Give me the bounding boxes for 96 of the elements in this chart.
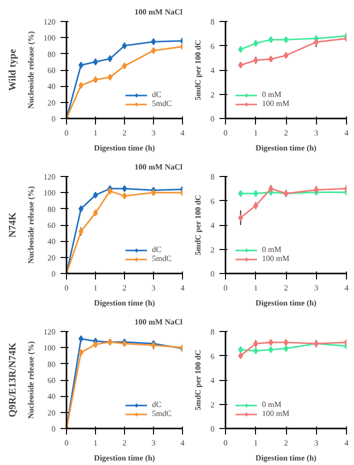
y-tick-label: 20 — [48, 253, 56, 262]
x-tick-label: 3 — [152, 438, 156, 448]
x-tick-label: 3 — [314, 128, 318, 138]
x-tick-label: 0 — [224, 438, 228, 448]
y-tick-label: 8 — [210, 328, 214, 336]
legend-label: 100 mM — [262, 99, 290, 108]
y-tick-label: 100 — [44, 344, 56, 353]
y-axis-title: 5mdC per 100 dC — [194, 350, 202, 410]
y-tick-label: 80 — [48, 50, 56, 59]
y-tick-label: 40 — [48, 392, 56, 402]
y-tick-label: 40 — [48, 237, 56, 246]
legend-label: 0 mM — [262, 400, 282, 409]
chart-title: 100 mM NaCl — [134, 162, 184, 172]
y-tick-label: 0 — [210, 114, 214, 124]
x-axis-title: Digestion time (h) — [256, 144, 317, 152]
y-axis-title: Nucleoside release (%) — [26, 340, 36, 419]
x-tick-label: 2 — [122, 438, 126, 448]
x-axis-title: Digestion time (h) — [256, 298, 317, 308]
x-tick-label: 0 — [64, 128, 68, 138]
x-tick-label: 4 — [344, 438, 348, 448]
y-tick-label: 0 — [210, 270, 214, 278]
legend-label: dC — [152, 245, 162, 254]
y-tick-label: 0 — [210, 424, 214, 434]
x-tick-label: 4 — [344, 284, 348, 292]
y-axis-title: Nucleoside release (%) — [26, 186, 36, 264]
y-axis-title: 5mdC per 100 dC — [194, 40, 202, 100]
y-tick-label: 2 — [210, 245, 214, 254]
legend-label: 0 mM — [262, 90, 282, 99]
legend-label: 0 mM — [262, 245, 282, 254]
y-tick-label: 4 — [210, 221, 214, 230]
text: N74K — [8, 212, 18, 238]
y-tick-label: 0 — [52, 270, 56, 278]
x-tick-label: 2 — [122, 284, 126, 292]
y-tick-label: 80 — [48, 360, 56, 369]
x-tick-label: 2 — [284, 438, 288, 448]
legend-label: 100 mM — [262, 409, 290, 418]
x-tick-label: 3 — [314, 438, 318, 448]
text: Wild type — [8, 48, 18, 91]
y-axis-title: 5mdC per 100 dC — [194, 194, 202, 256]
legend-label: 100 mM — [262, 254, 290, 263]
x-tick-label: 2 — [122, 128, 126, 138]
x-tick-label: 0 — [64, 438, 68, 448]
y-tick-label: 80 — [48, 204, 56, 214]
x-tick-label: 4 — [180, 128, 184, 138]
y-tick-label: 40 — [48, 82, 56, 92]
legend-label: 5mdC — [152, 99, 172, 108]
x-tick-label: 1 — [94, 284, 98, 292]
x-tick-label: 1 — [254, 128, 258, 138]
x-tick-label: 3 — [152, 284, 156, 292]
chart-title: 100 mM NaCl — [134, 8, 184, 16]
y-tick-label: 120 — [44, 328, 56, 336]
y-tick-label: 20 — [48, 408, 56, 418]
x-axis-title: Digestion time (h) — [94, 454, 156, 462]
x-axis-title: Digestion time (h) — [94, 298, 156, 308]
chart-title: 100 mM NaCl — [134, 318, 184, 326]
x-tick-label: 0 — [224, 128, 228, 138]
y-tick-label: 60 — [48, 66, 56, 75]
y-tick-label: 0 — [52, 114, 56, 124]
x-tick-label: 3 — [314, 284, 318, 292]
x-axis-title: Digestion time (h) — [94, 144, 156, 152]
y-axis-title: Nucleoside release (%) — [26, 30, 36, 109]
y-tick-label: 60 — [48, 221, 56, 230]
y-tick-label: 2 — [210, 90, 214, 100]
y-tick-label: 6 — [210, 352, 214, 361]
x-axis-title: Digestion time (h) — [256, 454, 317, 462]
y-tick-label: 2 — [210, 400, 214, 410]
x-tick-label: 1 — [94, 128, 98, 138]
y-tick-label: 4 — [210, 66, 214, 75]
y-tick-label: 4 — [210, 376, 214, 385]
x-tick-label: 1 — [254, 438, 258, 448]
legend-label: dC — [152, 400, 162, 409]
y-tick-label: 120 — [44, 18, 56, 26]
y-tick-label: 120 — [44, 172, 56, 182]
x-tick-label: 0 — [224, 284, 228, 292]
y-tick-label: 100 — [44, 188, 56, 198]
x-tick-label: 4 — [180, 438, 184, 448]
y-tick-label: 6 — [210, 42, 214, 51]
y-tick-label: 100 — [44, 34, 56, 43]
text: Q9R/E13R/N74K — [8, 342, 18, 418]
x-tick-label: 0 — [64, 284, 68, 292]
y-tick-label: 0 — [52, 424, 56, 434]
y-tick-label: 8 — [210, 172, 214, 182]
legend-label: 5mdC — [152, 409, 172, 418]
x-tick-label: 2 — [284, 128, 288, 138]
y-tick-label: 8 — [210, 18, 214, 26]
y-tick-label: 20 — [48, 98, 56, 108]
y-tick-label: 60 — [48, 376, 56, 385]
x-tick-label: 4 — [180, 284, 184, 292]
x-tick-label: 4 — [344, 128, 348, 138]
legend-label: 5mdC — [152, 254, 172, 263]
x-tick-label: 2 — [284, 284, 288, 292]
x-tick-label: 3 — [152, 128, 156, 138]
x-tick-label: 1 — [254, 284, 258, 292]
x-tick-label: 1 — [94, 438, 98, 448]
legend-label: dC — [152, 90, 162, 99]
y-tick-label: 6 — [210, 196, 214, 206]
